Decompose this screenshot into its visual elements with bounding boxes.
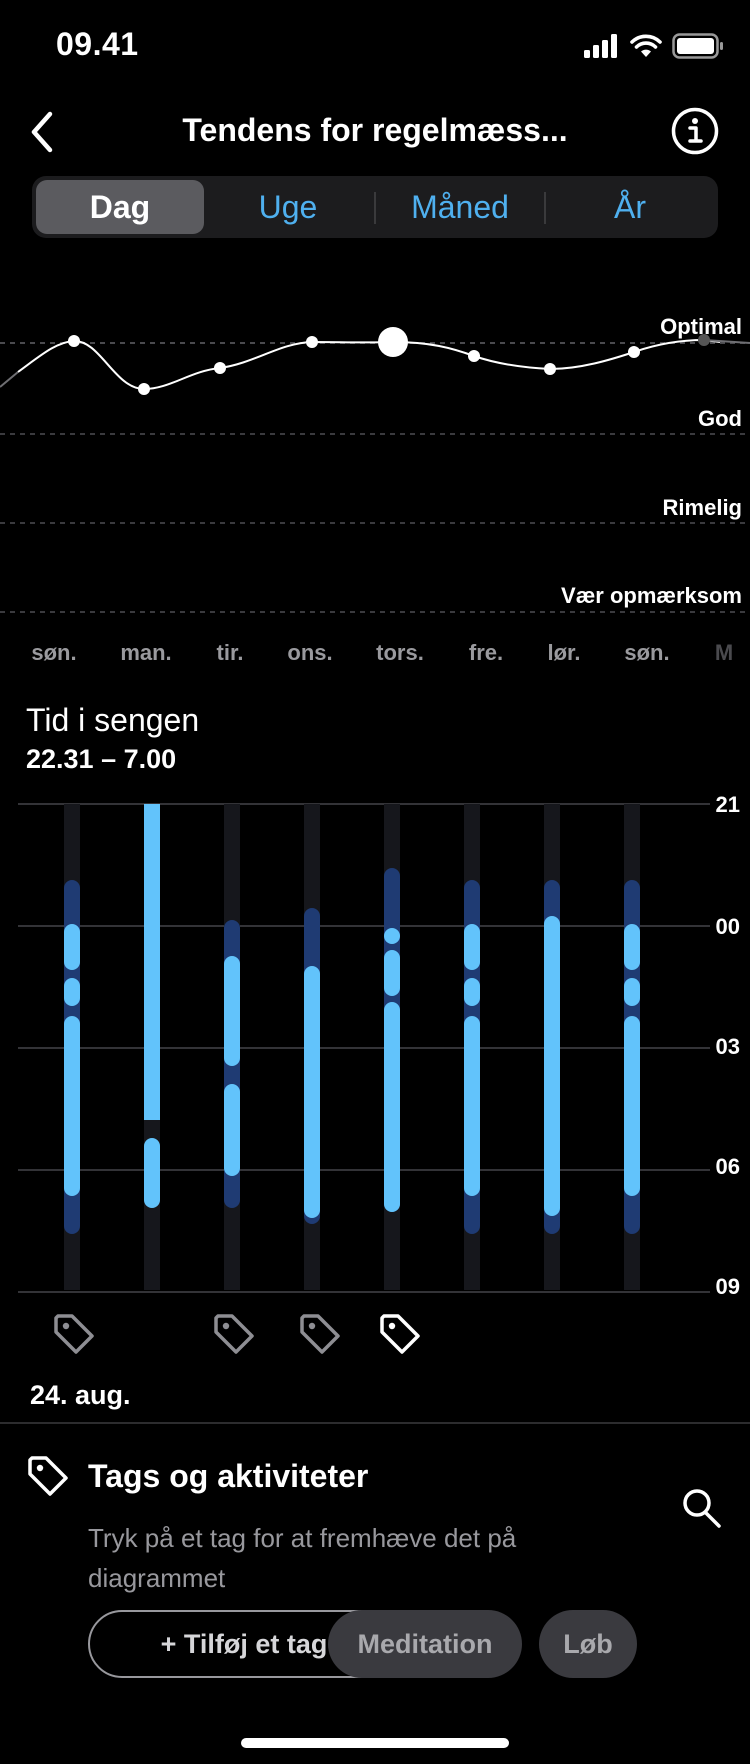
day-label: søn. xyxy=(624,640,670,665)
selected-date: 24. aug. xyxy=(30,1380,131,1410)
period-segmented-control: Dag Uge Måned År xyxy=(32,176,718,238)
sleep-bar-sun xyxy=(64,880,80,1234)
tag-icon-selected[interactable] xyxy=(378,1312,422,1356)
trend-point xyxy=(306,336,318,348)
sleep-bar-wed xyxy=(304,908,320,1224)
level-label-attention: Vær opmærksom xyxy=(561,583,742,608)
hour-label: 00 xyxy=(715,914,740,939)
battery-icon xyxy=(672,33,723,59)
trend-point xyxy=(628,346,640,358)
day-label: tors. xyxy=(376,640,424,665)
tag-icon[interactable] xyxy=(52,1312,96,1356)
sleep-bar-sun-2 xyxy=(624,880,640,1234)
trend-point xyxy=(214,362,226,374)
sleep-bar-thu xyxy=(384,868,400,1212)
wifi-icon xyxy=(630,34,662,57)
chevron-left-icon xyxy=(31,111,53,153)
trend-point xyxy=(468,350,480,362)
hour-gridlines xyxy=(18,803,710,1293)
day-label: ons. xyxy=(287,640,333,665)
tag-chip-run[interactable]: Løb xyxy=(539,1610,637,1678)
hour-label: 21 xyxy=(715,792,740,817)
info-button[interactable] xyxy=(670,106,720,156)
back-button[interactable] xyxy=(22,104,78,160)
tags-section-description: Tryk på et tag for at fremhæve det på di… xyxy=(88,1523,517,1593)
trend-point xyxy=(138,383,150,395)
day-label: M xyxy=(714,640,734,665)
segment-divider xyxy=(374,192,376,224)
cellular-signal-icon xyxy=(584,34,617,58)
page-title: Tendens for regelmæss... xyxy=(182,112,568,148)
trend-point xyxy=(698,334,710,346)
day-label: tir. xyxy=(216,640,244,665)
tab-month[interactable]: Måned xyxy=(411,188,509,225)
segment-divider xyxy=(544,192,546,224)
status-time: 09.41 xyxy=(56,26,139,62)
time-in-bed-range: 22.31 – 7.00 xyxy=(26,744,177,774)
home-indicator xyxy=(241,1738,509,1748)
regularity-chart xyxy=(0,327,750,613)
day-label: fre. xyxy=(468,640,504,665)
tag-icon[interactable] xyxy=(212,1312,256,1356)
hour-label: 06 xyxy=(715,1154,740,1179)
tag-icon[interactable] xyxy=(298,1312,342,1356)
hour-label: 03 xyxy=(715,1034,740,1059)
status-icons xyxy=(584,30,724,62)
sleep-bar-sat xyxy=(544,880,560,1234)
level-label-optimal: Optimal xyxy=(660,314,742,339)
tab-day[interactable]: Dag xyxy=(36,180,204,234)
day-label: lør. xyxy=(547,640,581,665)
info-icon xyxy=(671,107,719,155)
trend-point-selected xyxy=(378,327,408,357)
day-label: man. xyxy=(120,640,172,665)
tag-chip-meditation[interactable]: Meditation xyxy=(328,1610,522,1678)
add-tag-button[interactable]: + Tilføj et tag xyxy=(88,1610,400,1678)
hour-label: 09 xyxy=(715,1274,740,1299)
tab-year[interactable]: År xyxy=(614,188,646,225)
sleep-bar-mon xyxy=(144,804,160,1208)
sleep-bar-fri xyxy=(464,880,480,1234)
regularity-trend-line xyxy=(17,338,721,391)
section-divider xyxy=(0,1422,750,1424)
search-icon[interactable] xyxy=(682,1488,722,1530)
level-label-good: God xyxy=(698,406,742,431)
tag-icon xyxy=(28,1456,68,1496)
sleep-bar-tue xyxy=(224,920,240,1208)
time-in-bed-title: Tid i sengen xyxy=(26,702,200,738)
day-label: søn. xyxy=(31,640,77,665)
tab-week[interactable]: Uge xyxy=(258,188,318,225)
trend-point xyxy=(68,335,80,347)
time-in-bed-chart xyxy=(18,803,710,1293)
trend-points xyxy=(68,327,710,395)
tags-section-title: Tags og aktiviteter xyxy=(88,1458,369,1494)
level-label-fair: Rimelig xyxy=(662,495,742,520)
trend-point xyxy=(544,363,556,375)
